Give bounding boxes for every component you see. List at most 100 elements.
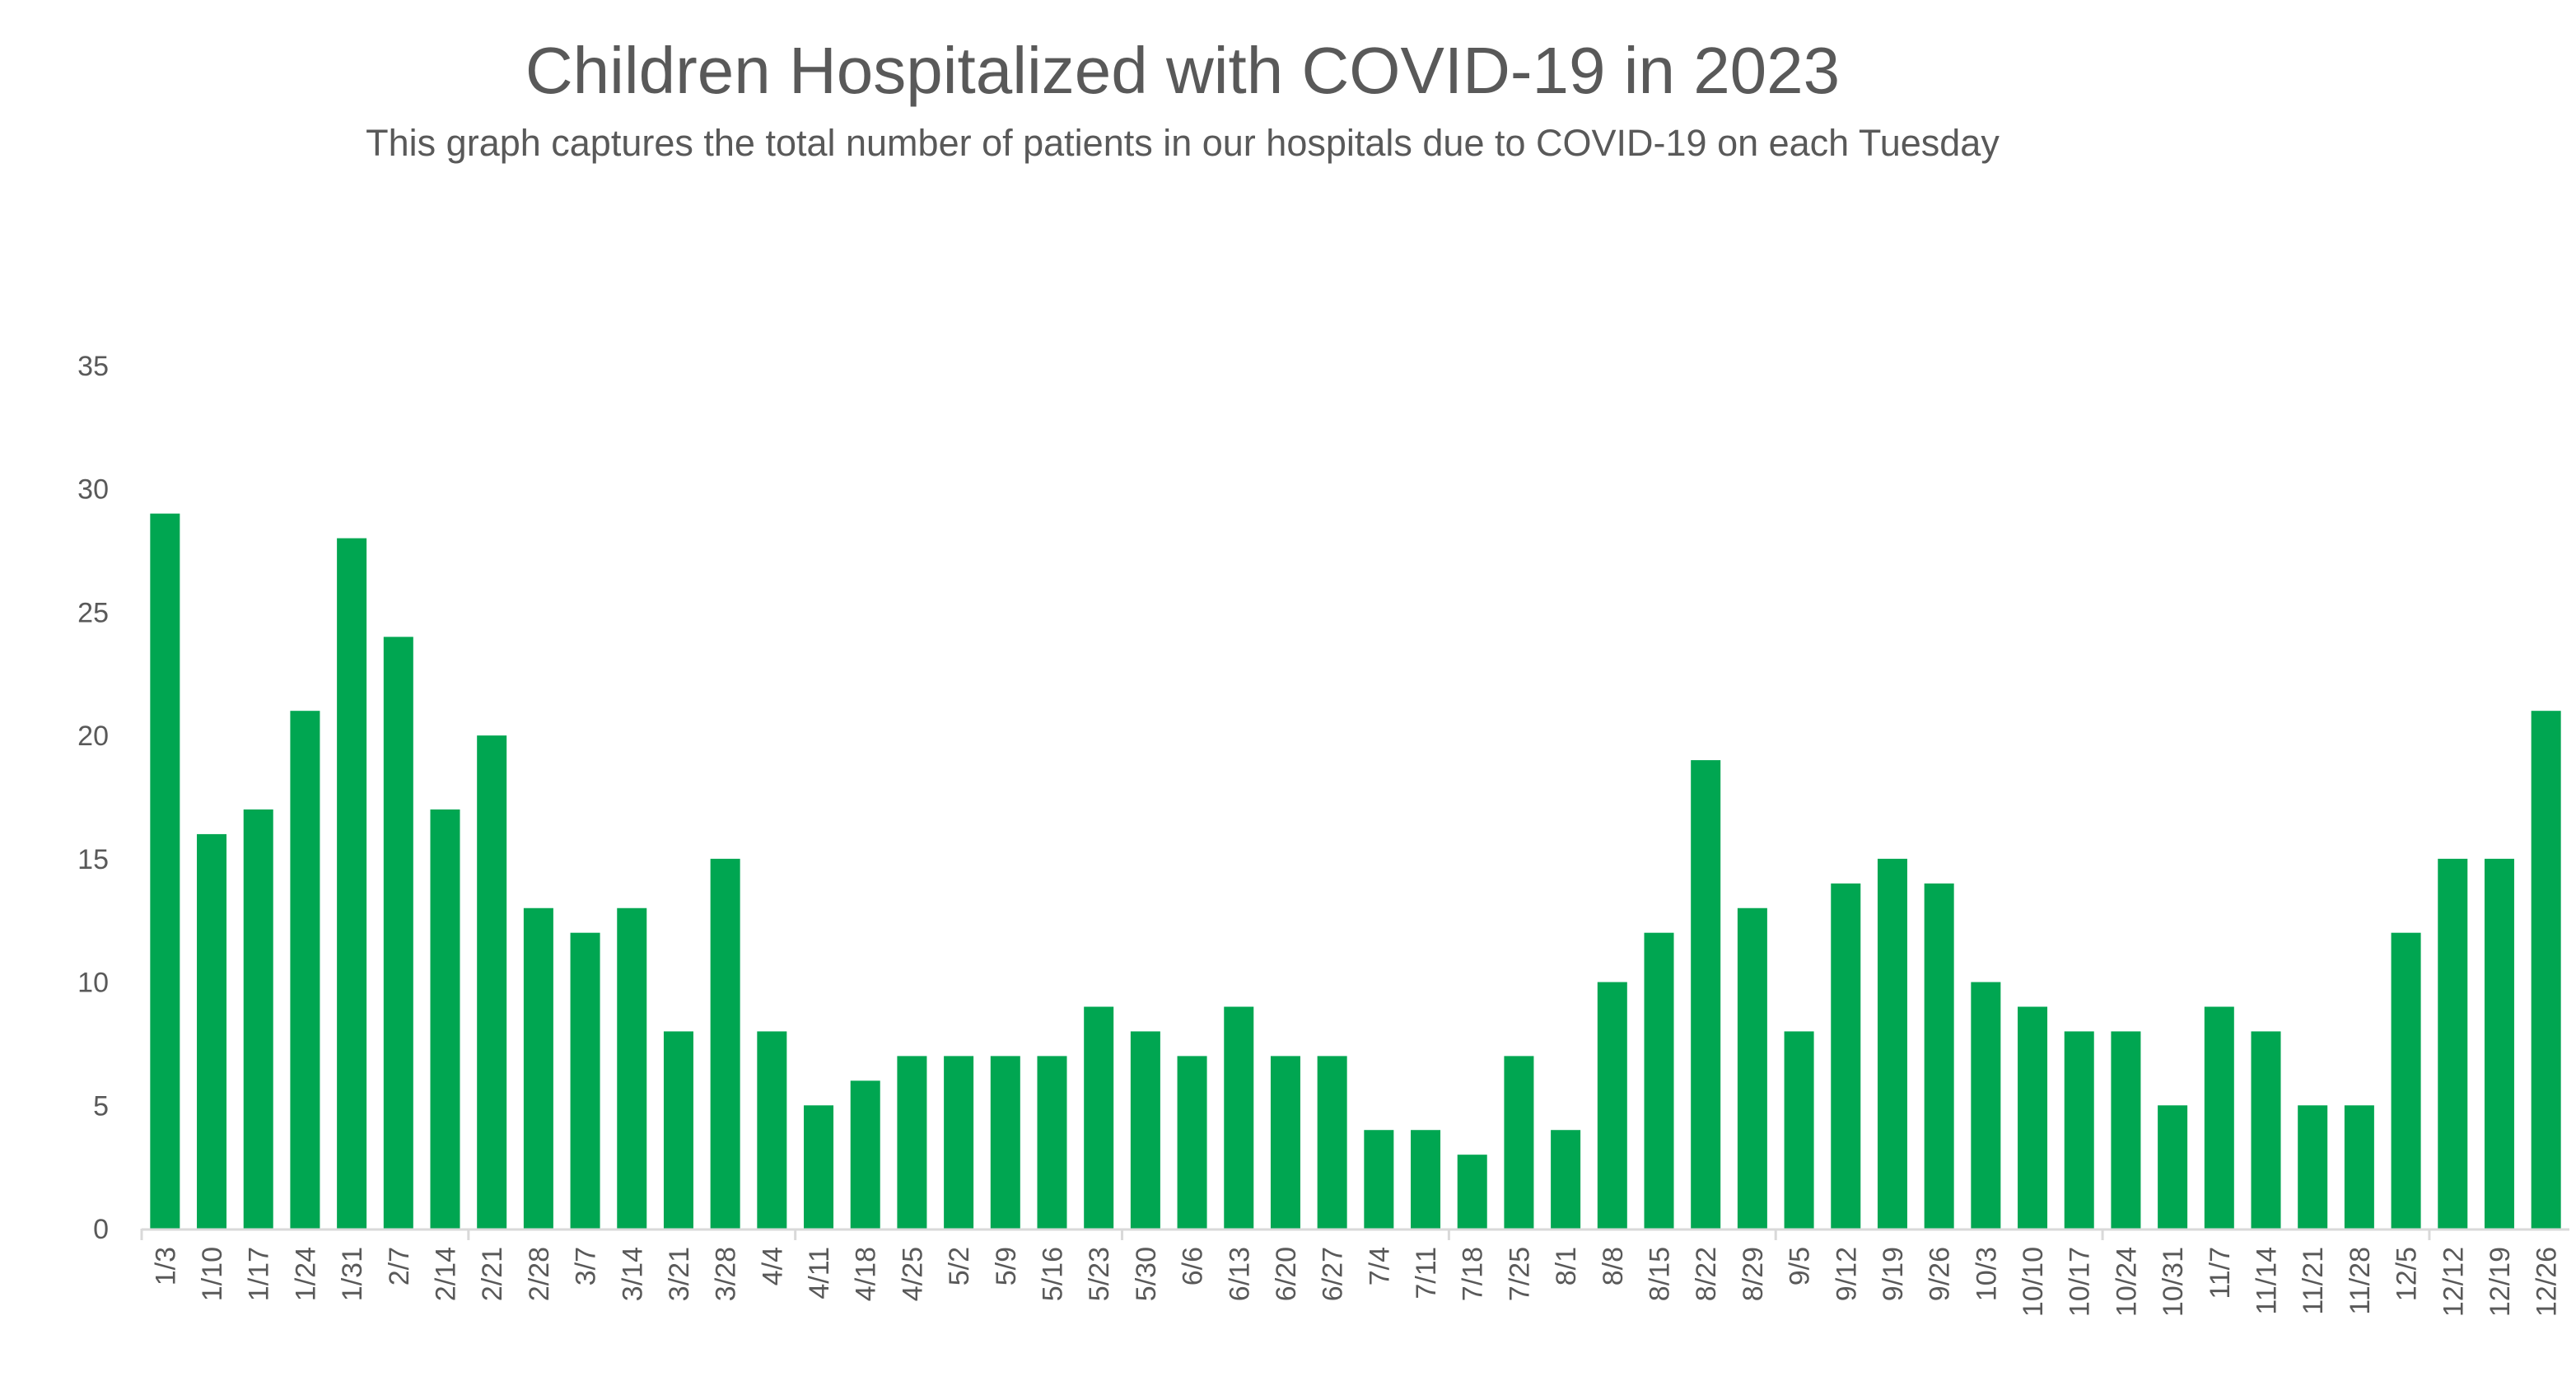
x-tick-label: 8/1 <box>1551 1247 1582 1285</box>
y-tick-label: 10 <box>77 968 109 999</box>
x-tick-label: 11/28 <box>2345 1247 2376 1315</box>
bar <box>523 907 553 1229</box>
x-tick-label: 8/29 <box>1738 1247 1769 1301</box>
x-tick-label: 3/21 <box>664 1247 695 1301</box>
bar <box>1971 982 2001 1229</box>
bars <box>150 513 2561 1229</box>
x-tick-label: 4/4 <box>757 1247 788 1285</box>
bar <box>2064 1031 2094 1229</box>
y-tick-label: 15 <box>77 844 109 875</box>
x-tick-label: 8/22 <box>1691 1247 1722 1301</box>
x-tick-label: 6/27 <box>1318 1247 1349 1301</box>
x-tick-label: 1/10 <box>197 1247 228 1301</box>
bar <box>1831 883 1861 1229</box>
bar <box>850 1080 880 1229</box>
bar <box>663 1031 693 1229</box>
bar <box>804 1105 834 1229</box>
x-tick-label: 9/26 <box>1925 1247 1956 1301</box>
bar <box>2251 1031 2281 1229</box>
bar <box>2391 932 2421 1229</box>
bar <box>1037 1056 1067 1229</box>
x-axis: 1/3 1/10 1/17 1/24 1/31 2/7 2/14 2/21 2/28 3/7 3/1… <box>140 1228 2569 1317</box>
bar <box>2298 1105 2328 1229</box>
x-tick-label: 2/28 <box>524 1247 555 1301</box>
x-tick-label: 11/14 <box>2252 1247 2283 1315</box>
bar <box>150 513 180 1229</box>
x-tick-label: 12/19 <box>2485 1247 2516 1317</box>
x-tick-label: 7/11 <box>1411 1247 1442 1299</box>
x-tick-label: 1/31 <box>337 1247 368 1301</box>
bar <box>2204 1006 2234 1229</box>
bar <box>1504 1056 1534 1229</box>
x-tick-label: 9/5 <box>1785 1247 1816 1285</box>
bar <box>1364 1130 1394 1229</box>
x-tick-label: 6/13 <box>1224 1247 1255 1301</box>
bar <box>710 858 740 1229</box>
bar <box>757 1031 787 1229</box>
bar <box>2438 858 2468 1229</box>
bar <box>2484 858 2514 1229</box>
bar <box>1224 1006 1254 1229</box>
x-tick-label: 10/31 <box>2158 1247 2189 1317</box>
x-tick-label: 3/7 <box>571 1247 602 1285</box>
bar <box>1691 760 1721 1229</box>
x-tick-label: 2/14 <box>431 1247 462 1301</box>
bar <box>243 809 273 1229</box>
x-tick-label: 7/4 <box>1364 1247 1395 1285</box>
x-tick-label: 5/2 <box>944 1247 975 1285</box>
x-tick-label: 10/24 <box>2111 1247 2142 1317</box>
x-tick-label: 11/21 <box>2298 1247 2329 1315</box>
x-tick-label: 5/23 <box>1084 1247 1115 1301</box>
bar <box>1551 1130 1581 1229</box>
bar <box>2111 1031 2141 1229</box>
bar <box>430 809 460 1229</box>
x-tick-label: 7/18 <box>1458 1247 1489 1301</box>
bar <box>1084 1006 1114 1229</box>
bar <box>897 1056 927 1229</box>
bar <box>570 932 600 1229</box>
bar <box>337 538 367 1229</box>
bar <box>1411 1130 1441 1229</box>
bar <box>1457 1155 1487 1229</box>
x-tick-label: 8/15 <box>1645 1247 1676 1301</box>
bar <box>477 735 507 1229</box>
bar <box>2158 1105 2188 1229</box>
x-tick-label: 1/3 <box>150 1247 181 1285</box>
bar <box>944 1056 974 1229</box>
bar <box>1924 883 1954 1229</box>
x-tick-label: 12/12 <box>2438 1247 2469 1317</box>
bar <box>1644 932 1674 1229</box>
x-tick-label: 4/18 <box>851 1247 882 1301</box>
x-tick-label: 5/16 <box>1038 1247 1069 1301</box>
x-tick-label: 5/9 <box>991 1247 1022 1285</box>
bar <box>1130 1031 1160 1229</box>
x-tick-label: 12/26 <box>2532 1247 2563 1317</box>
y-tick-label: 25 <box>77 597 109 628</box>
x-tick-label: 8/8 <box>1598 1247 1629 1285</box>
x-tick-label: 3/14 <box>617 1247 648 1301</box>
bar <box>1597 982 1627 1229</box>
bar <box>383 637 413 1229</box>
bar <box>1270 1056 1300 1229</box>
x-tick-label: 9/12 <box>1831 1247 1862 1301</box>
bar <box>1877 858 1907 1229</box>
x-tick-label: 2/7 <box>384 1247 415 1285</box>
x-tick-label: 4/11 <box>804 1247 835 1299</box>
y-tick-label: 30 <box>77 474 109 506</box>
y-tick-label: 35 <box>77 351 109 382</box>
x-tick-label: 9/19 <box>1878 1247 1909 1301</box>
y-axis: 0 5 10 15 20 25 30 35 <box>77 351 109 1245</box>
x-tick-label: 12/5 <box>2392 1247 2423 1301</box>
x-tick-label: 10/10 <box>2018 1247 2049 1317</box>
bar <box>1177 1056 1207 1229</box>
bar <box>1737 907 1767 1229</box>
y-tick-label: 0 <box>93 1214 109 1245</box>
x-tick-label: 10/3 <box>1971 1247 2002 1301</box>
x-tick-label: 6/6 <box>1178 1247 1209 1285</box>
bar <box>290 711 320 1229</box>
bar <box>1784 1031 1814 1229</box>
chart-subtitle: This graph captures the total number of … <box>366 122 2000 164</box>
x-tick-label: 4/25 <box>897 1247 928 1301</box>
x-tick-label: 3/28 <box>711 1247 742 1301</box>
x-tick-label: 2/21 <box>477 1247 508 1301</box>
